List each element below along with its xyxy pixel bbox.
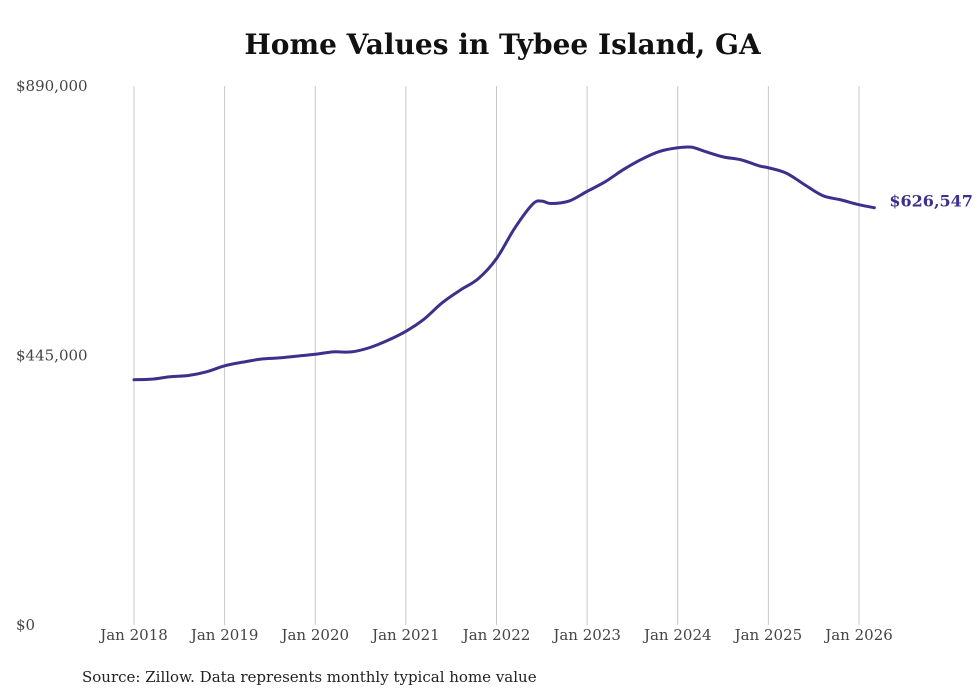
chart-title: Home Values in Tybee Island, GA bbox=[244, 28, 761, 61]
x-tick-label: Jan 2022 bbox=[461, 626, 531, 644]
x-tick-label: Jan 2024 bbox=[642, 626, 712, 644]
x-tick-label: Jan 2019 bbox=[189, 626, 259, 644]
series-layer: $626,547 bbox=[132, 145, 973, 382]
y-axis-ticks: $0 $445,000 $890,000 bbox=[16, 77, 88, 634]
series-end-value-label: $626,547 bbox=[889, 192, 973, 211]
x-tick-label: Jan 2020 bbox=[279, 626, 349, 644]
y-tick-label: $445,000 bbox=[16, 347, 88, 365]
source-note: Source: Zillow. Data represents monthly … bbox=[82, 668, 537, 686]
series-line bbox=[132, 145, 876, 382]
x-tick-label: Jan 2021 bbox=[370, 626, 440, 644]
y-tick-label: $890,000 bbox=[16, 77, 88, 95]
y-tick-label: $0 bbox=[16, 616, 35, 634]
x-tick-label: Jan 2026 bbox=[823, 626, 893, 644]
x-tick-label: Jan 2018 bbox=[98, 626, 168, 644]
x-tick-label: Jan 2025 bbox=[733, 626, 803, 644]
gridlines bbox=[133, 86, 860, 625]
x-tick-label: Jan 2023 bbox=[551, 626, 621, 644]
x-axis-ticks: Jan 2018 Jan 2019 Jan 2020 Jan 2021 Jan 2022… bbox=[98, 626, 893, 644]
